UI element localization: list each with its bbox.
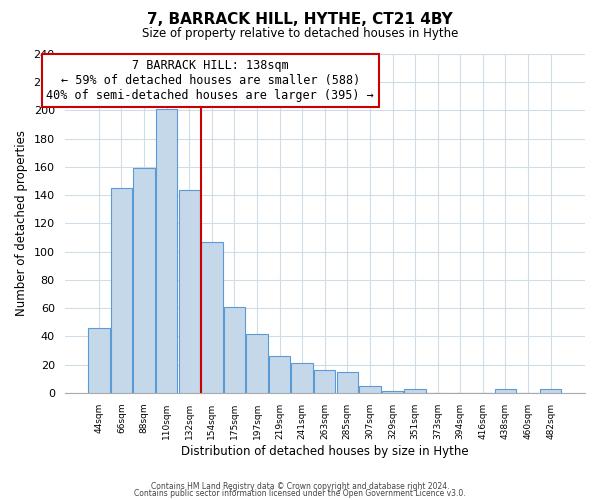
- Bar: [179, 190, 200, 393]
- Bar: [156, 109, 178, 393]
- Bar: [495, 388, 516, 393]
- Text: 7, BARRACK HILL, HYTHE, CT21 4BY: 7, BARRACK HILL, HYTHE, CT21 4BY: [147, 12, 453, 28]
- Text: Size of property relative to detached houses in Hythe: Size of property relative to detached ho…: [142, 28, 458, 40]
- Bar: [382, 392, 403, 393]
- Bar: [269, 356, 290, 393]
- Text: 7 BARRACK HILL: 138sqm
← 59% of detached houses are smaller (588)
40% of semi-de: 7 BARRACK HILL: 138sqm ← 59% of detached…: [46, 59, 374, 102]
- X-axis label: Distribution of detached houses by size in Hythe: Distribution of detached houses by size …: [181, 444, 469, 458]
- Y-axis label: Number of detached properties: Number of detached properties: [15, 130, 28, 316]
- Text: Contains HM Land Registry data © Crown copyright and database right 2024.: Contains HM Land Registry data © Crown c…: [151, 482, 449, 491]
- Bar: [201, 242, 223, 393]
- Bar: [359, 386, 380, 393]
- Bar: [292, 363, 313, 393]
- Bar: [111, 188, 132, 393]
- Bar: [404, 388, 426, 393]
- Bar: [314, 370, 335, 393]
- Bar: [133, 168, 155, 393]
- Bar: [224, 306, 245, 393]
- Bar: [88, 328, 110, 393]
- Text: Contains public sector information licensed under the Open Government Licence v3: Contains public sector information licen…: [134, 489, 466, 498]
- Bar: [337, 372, 358, 393]
- Bar: [246, 334, 268, 393]
- Bar: [540, 388, 562, 393]
